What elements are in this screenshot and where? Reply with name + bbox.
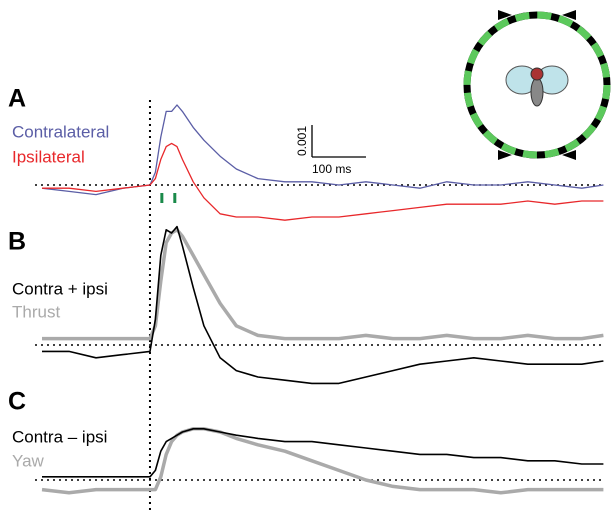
legend-label: Contra + ipsi bbox=[12, 279, 108, 298]
fly-icon bbox=[467, 10, 607, 160]
scale-bar-y-label: 0.001 bbox=[295, 126, 309, 156]
fly-body bbox=[531, 78, 543, 106]
trace bbox=[42, 227, 603, 384]
page: {"chart_data": [ {"type": "line", "panel… bbox=[0, 0, 611, 515]
panel-label: A bbox=[8, 85, 26, 113]
legend-label: Ipsilateral bbox=[12, 147, 85, 166]
trace bbox=[42, 429, 603, 493]
legend-label: Yaw bbox=[12, 451, 45, 470]
trace bbox=[42, 429, 603, 477]
scale-bar-x-label: 100 ms bbox=[312, 162, 351, 176]
legend-label: Contralateral bbox=[12, 122, 109, 141]
panel-label: C bbox=[8, 388, 26, 416]
fly-head bbox=[531, 68, 543, 80]
figure: A Contralateral Ipsilateral 0.001100 ms B Thr… bbox=[0, 0, 611, 515]
panel-label: B bbox=[8, 228, 26, 256]
legend-label: Contra – ipsi bbox=[12, 427, 107, 446]
legend-label: Thrust bbox=[12, 302, 60, 321]
trace bbox=[42, 230, 603, 339]
